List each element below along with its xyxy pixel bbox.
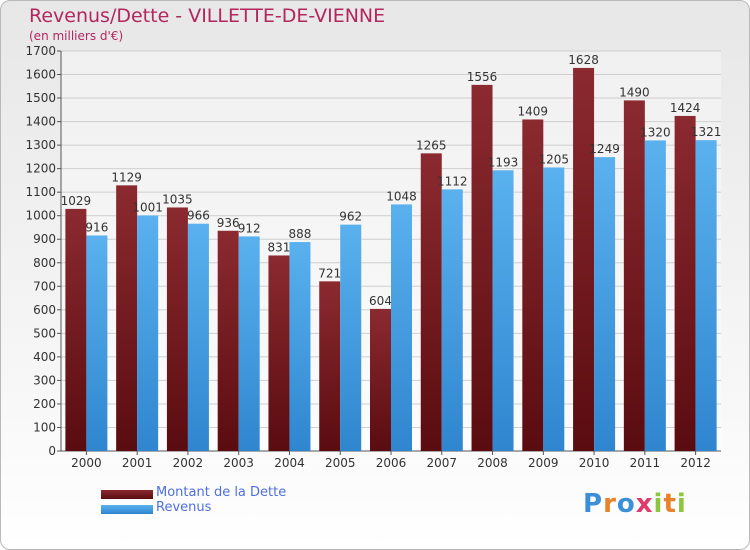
y-tick-label: 1300	[25, 138, 56, 152]
data-label: 1265	[416, 138, 447, 152]
bar-dette	[674, 115, 696, 452]
x-tick-label: 2011	[630, 456, 661, 470]
bar-revenus	[86, 235, 108, 451]
data-label: 966	[187, 209, 210, 223]
y-tick-label: 100	[33, 420, 56, 434]
bar-dette	[420, 153, 442, 451]
bar-dette	[370, 308, 391, 451]
bar-revenus	[644, 140, 666, 452]
x-tick-label: 2000	[71, 456, 102, 470]
data-label: 912	[238, 221, 261, 235]
bar-dette	[268, 255, 290, 451]
bar-revenus	[187, 223, 209, 451]
data-label: 936	[217, 216, 240, 230]
bar-dette	[65, 208, 87, 451]
data-label: 1001	[132, 200, 163, 214]
y-tick-label: 1700	[25, 44, 56, 58]
bar-revenus	[594, 157, 616, 451]
y-tick-label: 200	[33, 397, 56, 411]
chart-subtitle: (en milliers d'€)	[29, 29, 124, 43]
y-tick-label: 0	[48, 444, 56, 458]
bar-revenus	[340, 224, 362, 451]
bar-revenus	[238, 236, 260, 451]
y-tick-label: 1100	[25, 185, 56, 199]
data-label: 1490	[619, 85, 650, 99]
y-tick-label: 400	[33, 350, 56, 364]
bar-dette	[166, 207, 188, 451]
data-label: 1035	[162, 192, 193, 206]
data-label: 831	[268, 240, 291, 254]
data-label: 1205	[539, 152, 570, 166]
bar-revenus	[441, 189, 463, 451]
proxiti-logo: Proxiti	[583, 489, 687, 519]
data-label: 1628	[568, 53, 599, 67]
legend-swatch-dette	[101, 490, 153, 499]
logo-letter: o	[616, 489, 636, 519]
data-label: 604	[369, 294, 392, 308]
logo-letter: i	[653, 489, 664, 519]
legend-label-dette: Montant de la Dette	[156, 485, 287, 500]
bar-revenus	[543, 167, 565, 451]
y-tick-label: 800	[33, 256, 56, 270]
bar-dette	[471, 84, 493, 451]
x-tick-label: 2003	[223, 456, 254, 470]
bar-dette	[319, 281, 341, 451]
y-tick-label: 500	[33, 326, 56, 340]
x-tick-label: 2010	[579, 456, 610, 470]
logo-letter: i	[676, 489, 687, 519]
y-tick-label: 1500	[25, 91, 56, 105]
bar-dette	[623, 100, 645, 451]
y-tick-label: 1200	[25, 162, 56, 176]
x-tick-label: 2006	[376, 456, 407, 470]
data-label: 1029	[61, 194, 92, 208]
y-tick-label: 600	[33, 303, 56, 317]
bar-revenus	[695, 140, 717, 452]
data-label: 1112	[437, 174, 468, 188]
bar-dette	[116, 185, 138, 451]
chart-title: Revenus/Dette - VILLETTE-DE-VIENNE	[29, 5, 386, 27]
y-tick-label: 1000	[25, 209, 56, 223]
y-tick-label: 1400	[25, 115, 56, 129]
y-tick-label: 300	[33, 373, 56, 387]
data-label: 1129	[111, 170, 142, 184]
bar-revenus	[391, 204, 412, 451]
data-label: 1320	[640, 125, 671, 139]
x-tick-label: 2008	[477, 456, 508, 470]
x-tick-label: 2005	[325, 456, 356, 470]
data-label: 888	[289, 227, 312, 241]
x-tick-label: 2001	[122, 456, 153, 470]
data-label: 962	[339, 210, 362, 224]
bar-revenus	[137, 215, 159, 451]
x-tick-label: 2002	[173, 456, 204, 470]
x-tick-label: 2004	[274, 456, 305, 470]
data-label: 721	[318, 266, 341, 280]
data-label: 1321	[691, 125, 722, 139]
x-tick-label: 2007	[426, 456, 457, 470]
data-label: 1048	[386, 189, 417, 203]
x-tick-label: 2009	[528, 456, 559, 470]
data-label: 916	[85, 220, 108, 234]
data-label: 1193	[488, 155, 519, 169]
logo-letter: r	[603, 489, 617, 519]
logo-letter: t	[663, 489, 677, 519]
logo-letter: x	[635, 489, 654, 519]
bar-dette	[522, 119, 544, 452]
bar-dette	[573, 67, 595, 452]
logo-letter: P	[583, 489, 604, 519]
data-label: 1249	[589, 142, 620, 156]
data-label: 1409	[518, 104, 549, 118]
y-tick-label: 900	[33, 232, 56, 246]
legend-swatch-revenus	[101, 505, 153, 514]
data-label: 1424	[670, 101, 701, 115]
y-tick-label: 700	[33, 279, 56, 293]
bar-revenus	[492, 170, 514, 451]
data-label: 1556	[467, 70, 498, 84]
bar-revenus	[289, 242, 311, 451]
legend-label-revenus: Revenus	[156, 500, 212, 515]
x-tick-label: 2012	[680, 456, 711, 470]
bar-dette	[217, 230, 239, 451]
y-tick-label: 1600	[25, 68, 56, 82]
